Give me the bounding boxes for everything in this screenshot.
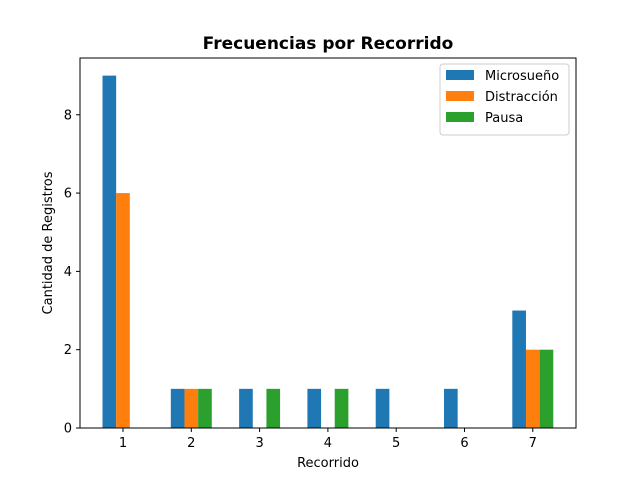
x-tick-label: 2	[187, 436, 195, 451]
y-tick-label: 6	[64, 187, 72, 202]
bar-2-cat-7	[525, 349, 540, 428]
bar-1-cat-6	[444, 388, 458, 428]
chart-title: Frecuencias por Recorrido	[203, 34, 454, 54]
bar-1-cat-4	[307, 388, 322, 428]
bar-3-cat-2	[198, 388, 212, 428]
x-axis-ticks: 1 2 3 4 5 6 7	[119, 428, 537, 451]
x-axis-label: Recorrido	[297, 456, 359, 471]
x-tick-label: 5	[392, 436, 400, 451]
y-axis-label: Cantidad de Registros	[41, 171, 56, 314]
bar-2-cat-2	[184, 388, 199, 428]
bar-3-cat-3	[266, 388, 281, 428]
legend-swatch-1	[446, 70, 474, 80]
bar-1-cat-3	[239, 388, 253, 428]
legend-label-2: Distracción	[485, 90, 558, 105]
y-axis-ticks: 0 2 4 6 8	[64, 108, 80, 437]
x-tick-label: 4	[324, 436, 332, 451]
legend-swatch-3	[446, 112, 474, 122]
legend-label-3: Pausa	[485, 111, 523, 126]
legend-swatch-2	[446, 91, 474, 101]
bar-1-cat-7	[512, 310, 526, 428]
bar-3-cat-4	[334, 388, 349, 428]
y-tick-label: 0	[64, 422, 72, 437]
x-tick-label: 6	[460, 436, 468, 451]
bar-1-cat-1	[102, 75, 117, 429]
x-tick-label: 1	[119, 436, 127, 451]
legend: Microsueño Distracción Pausa	[439, 63, 570, 136]
bar-3-cat-7	[539, 349, 554, 428]
bar-1-cat-5	[375, 388, 390, 428]
bar-1-cat-2	[170, 388, 185, 428]
legend-label-1: Microsueño	[485, 69, 559, 84]
bar-2-cat-1	[116, 193, 130, 428]
x-tick-label: 3	[255, 436, 263, 451]
y-tick-label: 8	[64, 108, 72, 123]
bars-group	[102, 75, 554, 429]
y-tick-label: 4	[64, 265, 72, 280]
x-tick-label: 7	[529, 436, 537, 451]
y-tick-label: 2	[64, 343, 72, 358]
